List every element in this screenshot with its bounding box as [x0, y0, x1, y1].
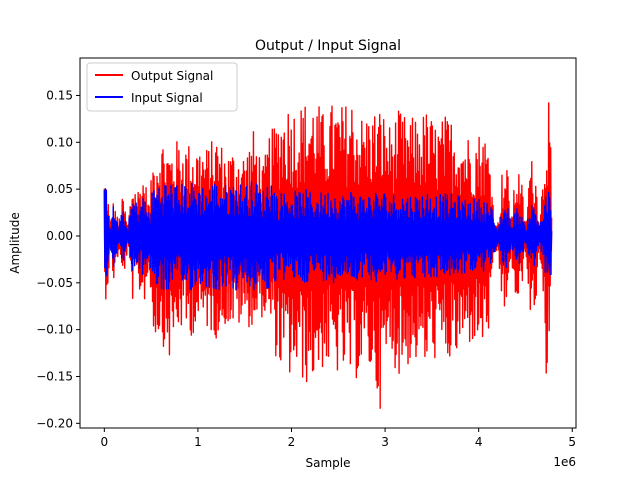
- y-axis-label: Amplitude: [8, 212, 22, 274]
- y-tick-label: −0.20: [36, 416, 73, 430]
- y-tick-label: −0.10: [36, 323, 73, 337]
- plot-frame: [79, 57, 577, 429]
- y-tick-label: 0.15: [46, 88, 73, 102]
- chart-title: Output / Input Signal: [255, 38, 401, 54]
- x-tick-label: 1: [194, 435, 202, 449]
- x-tick-label: 0: [101, 435, 109, 449]
- x-axis-ticks: 0 1 2 3 4 5: [101, 428, 576, 449]
- y-tick-label: −0.05: [36, 276, 73, 290]
- x-axis-offset-label: 1e6: [553, 455, 576, 469]
- y-tick-label: −0.15: [36, 369, 73, 383]
- series-1: [103, 181, 553, 291]
- x-tick-label: 2: [288, 435, 296, 449]
- series-line-input: [103, 181, 553, 291]
- series-0: [103, 102, 553, 409]
- x-tick-label: 4: [475, 435, 483, 449]
- y-tick-label: 0.10: [46, 135, 73, 149]
- x-axis-label: Sample: [306, 456, 351, 470]
- legend: Output Signal Input Signal: [86, 62, 238, 112]
- x-tick-label: 3: [381, 435, 389, 449]
- legend-box: [86, 62, 238, 112]
- legend-label-output: Output Signal: [131, 69, 213, 83]
- y-axis-ticks: −0.20 −0.15 −0.10 −0.05 0.00 0.05 0.10 0.15: [36, 88, 80, 430]
- series-layer: [103, 102, 553, 409]
- y-tick-label: 0.00: [46, 229, 73, 243]
- series-line-output: [103, 102, 553, 409]
- legend-label-input: Input Signal: [131, 91, 203, 105]
- y-tick-label: 0.05: [46, 182, 73, 196]
- x-tick-label: 5: [568, 435, 576, 449]
